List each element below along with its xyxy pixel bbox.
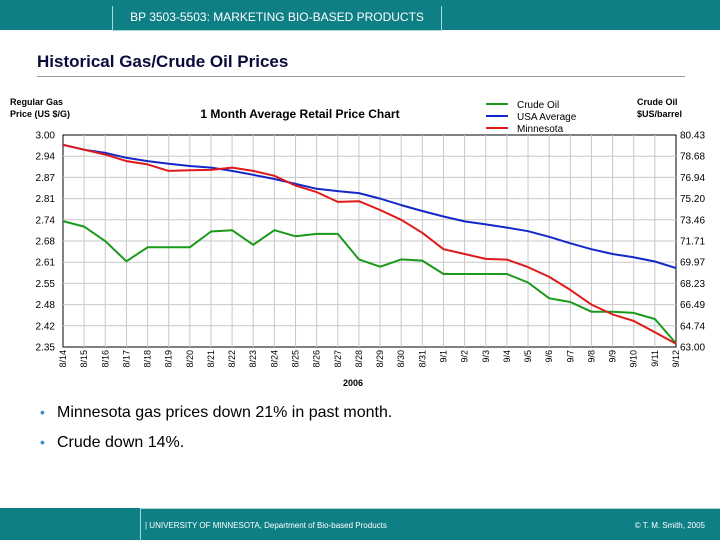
x-tick-label: 8/29 bbox=[375, 350, 385, 368]
x-tick-label: 8/27 bbox=[333, 350, 343, 368]
header-course-box: BP 3503-5503: MARKETING BIO-BASED PRODUC… bbox=[112, 6, 442, 31]
y-right-tick-label: 75.20 bbox=[680, 194, 705, 205]
x-tick-label: 9/5 bbox=[523, 350, 533, 363]
course-title: BP 3503-5503: MARKETING BIO-BASED PRODUC… bbox=[130, 10, 424, 24]
bullet-icon: • bbox=[40, 434, 45, 450]
y-left-tick-label: 2.35 bbox=[36, 343, 56, 354]
y-axis-left-label-line2: Price (US $/G) bbox=[10, 109, 70, 119]
x-tick-label: 9/6 bbox=[544, 350, 554, 363]
x-tick-label: 8/21 bbox=[206, 350, 216, 368]
x-tick-label: 9/11 bbox=[650, 350, 660, 367]
x-tick-label: 9/8 bbox=[586, 350, 596, 363]
x-tick-label: 8/19 bbox=[164, 350, 174, 368]
footer-institution: | UNIVERSITY OF MINNESOTA, Department of… bbox=[145, 521, 387, 530]
legend-label: Minnesota bbox=[517, 124, 564, 135]
price-chart: 3.00 2.94 2.87 2.81 2.74 2.68 2.61 2.55 2.48 2.42… bbox=[0, 88, 720, 398]
x-tick-label: 9/1 bbox=[438, 350, 448, 363]
y-right-tick-label: 69.97 bbox=[680, 258, 705, 269]
y-right-tick-label: 66.49 bbox=[680, 300, 705, 311]
y-left-tick-label: 2.42 bbox=[36, 321, 56, 332]
x-tick-label: 8/16 bbox=[100, 350, 110, 368]
y-left-tick-label: 2.81 bbox=[36, 194, 56, 205]
title-divider bbox=[37, 76, 685, 77]
x-tick-label: 8/17 bbox=[121, 350, 131, 368]
y-axis-right-label-line2: $US/barrel bbox=[637, 109, 682, 119]
y-right-tick-label: 64.74 bbox=[680, 321, 705, 332]
x-tick-label: 8/24 bbox=[269, 350, 279, 368]
bullet-text: Crude down 14%. bbox=[57, 434, 185, 451]
y-left-tick-label: 3.00 bbox=[36, 131, 56, 142]
legend-label: Crude Oil bbox=[517, 100, 559, 111]
y-left-tick-label: 2.68 bbox=[36, 237, 56, 248]
y-right-tick-label: 80.43 bbox=[680, 131, 705, 142]
x-tick-label: 9/3 bbox=[481, 350, 491, 363]
y-left-tick-label: 2.87 bbox=[36, 173, 56, 184]
x-tick-label: 8/26 bbox=[312, 350, 322, 368]
footer-box: | UNIVERSITY OF MINNESOTA, Department of… bbox=[140, 508, 720, 541]
y-right-tick-label: 63.00 bbox=[680, 343, 705, 354]
y-right-tick-label: 71.71 bbox=[680, 237, 705, 248]
x-tick-label: 9/9 bbox=[608, 350, 618, 363]
y-left-tick-label: 2.48 bbox=[36, 300, 56, 311]
chart-title: 1 Month Average Retail Price Chart bbox=[200, 107, 399, 121]
x-tick-label: 8/30 bbox=[396, 350, 406, 368]
x-tick-label: 8/31 bbox=[417, 350, 427, 368]
x-tick-label: 9/4 bbox=[502, 350, 512, 363]
tick-labels: 3.00 2.94 2.87 2.81 2.74 2.68 2.61 2.55 2.48 2.42… bbox=[36, 131, 706, 368]
bullet-icon: • bbox=[40, 404, 45, 420]
y-axis-left-label-line1: Regular Gas bbox=[10, 97, 63, 107]
series-line-minnesota bbox=[62, 143, 677, 345]
series-line-usa-average bbox=[62, 143, 677, 270]
series-line-crude-oil bbox=[62, 220, 677, 345]
header-bar: BP 3503-5503: MARKETING BIO-BASED PRODUC… bbox=[0, 0, 720, 31]
x-tick-label: 8/14 bbox=[58, 350, 68, 368]
y-left-tick-label: 2.61 bbox=[36, 258, 56, 269]
y-right-tick-label: 73.46 bbox=[680, 215, 705, 226]
bullet-list: • Minnesota gas prices down 21% in past … bbox=[40, 404, 680, 464]
x-tick-label: 8/22 bbox=[227, 350, 237, 368]
series-lines bbox=[62, 143, 677, 345]
y-right-tick-label: 68.23 bbox=[680, 279, 705, 290]
x-tick-label: 8/20 bbox=[185, 350, 195, 368]
bullet-text: Minnesota gas prices down 21% in past mo… bbox=[57, 404, 393, 421]
x-axis-label: 2006 bbox=[343, 378, 363, 388]
y-right-tick-label: 78.68 bbox=[680, 152, 705, 163]
slide-title: Historical Gas/Crude Oil Prices bbox=[37, 52, 289, 71]
x-tick-label: 9/2 bbox=[460, 350, 470, 363]
bullet-item: • Minnesota gas prices down 21% in past … bbox=[40, 404, 680, 434]
y-left-tick-label: 2.55 bbox=[36, 279, 56, 290]
x-tick-label: 8/28 bbox=[354, 350, 364, 368]
x-tick-label: 8/25 bbox=[291, 350, 301, 368]
y-axis-right-label-line1: Crude Oil bbox=[637, 97, 678, 107]
footer-copyright: © T. M. Smith, 2005 bbox=[634, 521, 705, 530]
y-left-tick-label: 2.74 bbox=[36, 215, 56, 226]
y-right-tick-label: 76.94 bbox=[680, 173, 705, 184]
x-tick-label: 8/18 bbox=[143, 350, 153, 368]
x-tick-label: 8/23 bbox=[248, 350, 258, 368]
footer-bar: | UNIVERSITY OF MINNESOTA, Department of… bbox=[0, 508, 720, 541]
y-left-tick-label: 2.94 bbox=[36, 152, 56, 163]
x-tick-label: 8/15 bbox=[79, 350, 89, 368]
x-tick-label: 9/12 bbox=[671, 350, 681, 368]
bullet-item: • Crude down 14%. bbox=[40, 434, 680, 464]
x-tick-label: 9/10 bbox=[629, 350, 639, 368]
x-tick-label: 9/7 bbox=[565, 350, 575, 363]
legend-label: USA Average bbox=[517, 112, 577, 123]
